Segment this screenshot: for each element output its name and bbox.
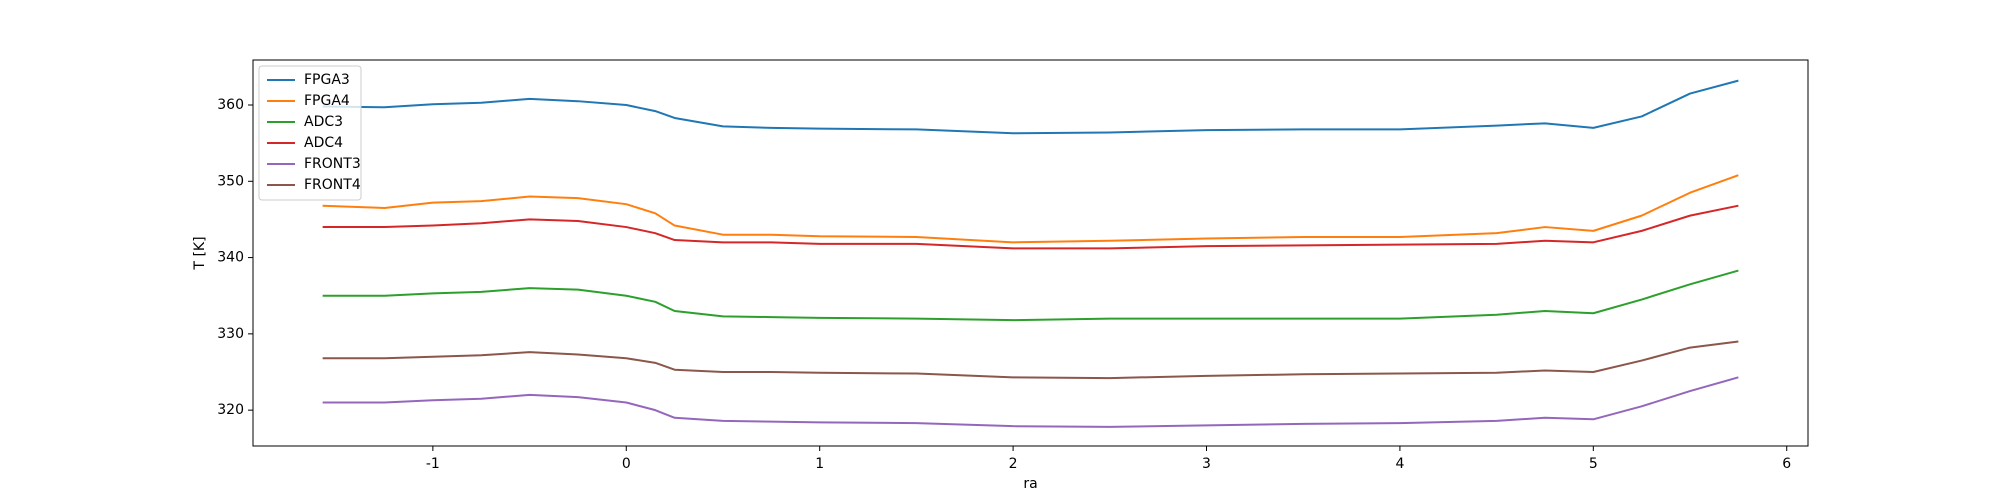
x-tick-label: 4: [1395, 456, 1404, 472]
x-axis-label: ra: [1023, 476, 1037, 492]
legend-label: ADC3: [304, 114, 343, 130]
series-line: [322, 204, 1739, 250]
x-tick-label: 0: [622, 456, 631, 472]
plot-frame: [252, 59, 1809, 447]
legend-label: FRONT3: [304, 156, 361, 172]
legend-box: [258, 65, 362, 201]
series-line: [322, 79, 1739, 135]
y-tick-label: 360: [217, 97, 244, 113]
series-line: [322, 269, 1739, 322]
y-tick-label: 320: [217, 402, 244, 418]
y-tick-label: 350: [217, 173, 244, 189]
legend-label: FPGA4: [304, 93, 350, 109]
legend-label: FPGA3: [304, 72, 350, 88]
series-line: [322, 340, 1739, 380]
x-tick-label: 2: [1009, 456, 1018, 472]
y-tick-label: 340: [217, 250, 244, 266]
x-tick-label: 3: [1202, 456, 1211, 472]
x-tick-label: 5: [1589, 456, 1598, 472]
series-line: [322, 376, 1739, 428]
x-tick-label: 1: [815, 456, 824, 472]
series-line: [322, 174, 1739, 244]
legend: FPGA3 FPGA4 ADC3 ADC4 FRONT3 FRONT4: [258, 65, 362, 201]
x-tick-label: -1: [426, 456, 440, 472]
y-axis-label: T [K]: [192, 236, 208, 270]
x-tick-label: 6: [1782, 456, 1791, 472]
y-tick-label: 330: [217, 326, 244, 342]
legend-label: FRONT4: [304, 177, 361, 193]
legend-label: ADC4: [304, 135, 343, 151]
